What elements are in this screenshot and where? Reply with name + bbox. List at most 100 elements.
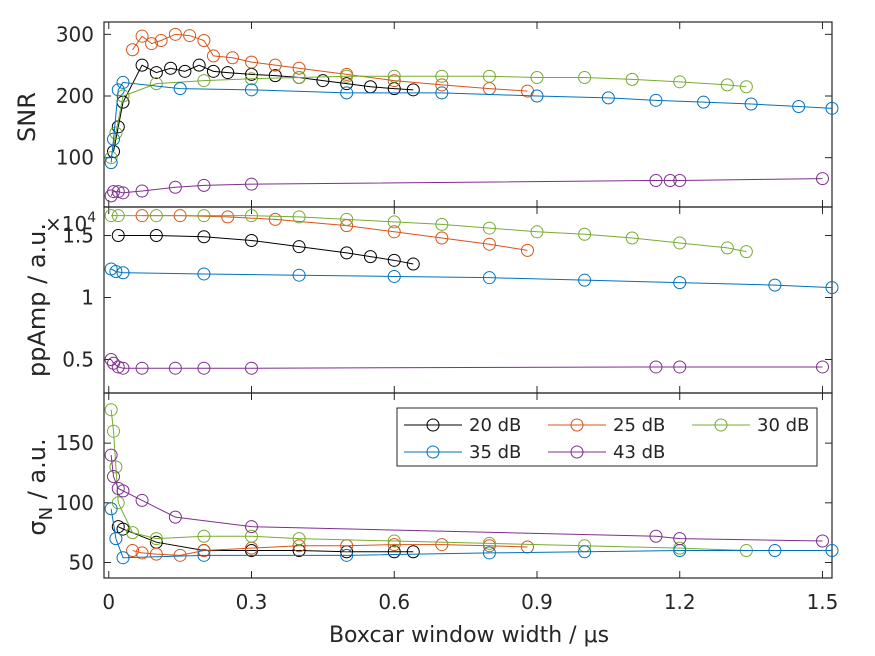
series-35-dB bbox=[104, 502, 839, 565]
data-point bbox=[578, 71, 592, 84]
data-point bbox=[387, 538, 401, 552]
data-point bbox=[387, 269, 401, 283]
data-point bbox=[387, 534, 401, 548]
ppamp-ylabel: ppAmp / a.u. bbox=[23, 223, 51, 377]
data-point bbox=[482, 271, 496, 285]
data-point bbox=[173, 548, 187, 562]
data-point bbox=[173, 82, 187, 96]
data-point bbox=[530, 89, 544, 103]
data-point bbox=[149, 209, 163, 223]
data-point bbox=[482, 536, 496, 550]
sigma-ylabel: σN / a.u. bbox=[23, 438, 57, 535]
data-point bbox=[340, 86, 354, 100]
series-25-dB bbox=[135, 209, 534, 257]
legend-entry-43-dB: 43 dB bbox=[548, 442, 665, 463]
data-point bbox=[149, 547, 163, 561]
data-point bbox=[135, 546, 149, 560]
data-point bbox=[578, 273, 592, 287]
data-point bbox=[126, 43, 140, 57]
data-point bbox=[673, 173, 687, 187]
y-tick-label: 200 bbox=[56, 84, 94, 108]
data-point bbox=[292, 61, 306, 75]
legend-entry-35-dB: 35 dB bbox=[404, 442, 521, 463]
data-point bbox=[197, 178, 211, 192]
panel-3: 50 100 150 0 0.3 0.6 0.9 1.2 1.5 bbox=[56, 392, 839, 614]
series-20-dB bbox=[111, 520, 420, 559]
legend-marker bbox=[570, 445, 584, 459]
data-point bbox=[435, 217, 449, 231]
x-tick-label: 0.3 bbox=[236, 590, 268, 614]
data-point bbox=[111, 229, 125, 243]
data-point bbox=[530, 71, 544, 84]
data-point bbox=[825, 544, 839, 558]
data-point bbox=[520, 243, 534, 257]
data-point bbox=[387, 69, 401, 83]
data-point bbox=[673, 75, 687, 89]
data-point bbox=[183, 29, 197, 43]
data-point bbox=[292, 539, 306, 553]
data-point bbox=[206, 64, 220, 78]
legend-label: 43 dB bbox=[613, 442, 665, 463]
panels: 100 200 300 0.5 1 1.5 50 100 150 0 0.3 0.6 0.9 1.2 1.5 bbox=[56, 21, 839, 614]
data-point bbox=[245, 361, 259, 375]
data-point bbox=[292, 71, 306, 84]
data-point bbox=[104, 156, 118, 170]
data-point bbox=[649, 360, 663, 374]
data-point bbox=[482, 237, 496, 251]
data-point bbox=[720, 241, 734, 255]
data-point bbox=[625, 72, 639, 86]
x-tick-label: 1.2 bbox=[664, 590, 696, 614]
data-point bbox=[649, 93, 663, 107]
legend-marker bbox=[426, 445, 440, 459]
data-point bbox=[245, 55, 259, 69]
x-tick-label: 0.9 bbox=[521, 590, 553, 614]
data-point bbox=[387, 225, 401, 239]
data-point bbox=[109, 264, 123, 278]
sigma-ylabel-suffix: / a.u. bbox=[23, 438, 51, 507]
x-tick-label: 1.5 bbox=[807, 590, 839, 614]
data-point bbox=[406, 83, 420, 97]
legend-box bbox=[396, 407, 818, 467]
data-point bbox=[815, 360, 829, 374]
y-tick-label: 100 bbox=[56, 491, 94, 515]
data-point bbox=[406, 545, 420, 559]
data-point bbox=[197, 230, 211, 244]
data-point bbox=[340, 548, 354, 562]
data-point bbox=[178, 64, 192, 78]
data-point bbox=[197, 34, 211, 47]
data-point bbox=[673, 360, 687, 374]
data-point bbox=[292, 210, 306, 224]
data-point bbox=[482, 69, 496, 83]
series-20-dB bbox=[111, 229, 420, 271]
data-point bbox=[221, 210, 235, 224]
series-30-dB bbox=[104, 69, 753, 165]
data-point bbox=[601, 91, 615, 105]
data-point bbox=[149, 77, 163, 91]
sigma-ylabel-symbol: σ bbox=[23, 520, 51, 535]
data-point bbox=[673, 236, 687, 250]
legend: 20 dB 25 dB 30 dB 35 dB 43 dB bbox=[396, 407, 818, 467]
series-25-dB bbox=[126, 538, 534, 562]
data-point bbox=[192, 58, 206, 72]
data-point bbox=[107, 424, 121, 438]
legend-label: 20 dB bbox=[469, 415, 521, 436]
data-point bbox=[387, 215, 401, 229]
data-point bbox=[107, 185, 121, 199]
series-line bbox=[132, 33, 528, 92]
data-point bbox=[197, 361, 211, 375]
data-point bbox=[578, 227, 592, 241]
data-point bbox=[663, 173, 677, 187]
data-point bbox=[206, 49, 220, 63]
legend-entry-20-dB: 20 dB bbox=[404, 415, 521, 436]
data-point bbox=[116, 522, 130, 536]
data-point bbox=[363, 250, 377, 264]
data-point bbox=[825, 281, 839, 295]
data-point bbox=[340, 69, 354, 83]
data-point bbox=[197, 548, 211, 562]
data-point bbox=[482, 546, 496, 560]
data-point bbox=[197, 209, 211, 223]
data-point bbox=[739, 80, 753, 94]
y-tick-label: 50 bbox=[69, 550, 94, 574]
data-point bbox=[116, 361, 130, 375]
data-point bbox=[268, 212, 282, 226]
